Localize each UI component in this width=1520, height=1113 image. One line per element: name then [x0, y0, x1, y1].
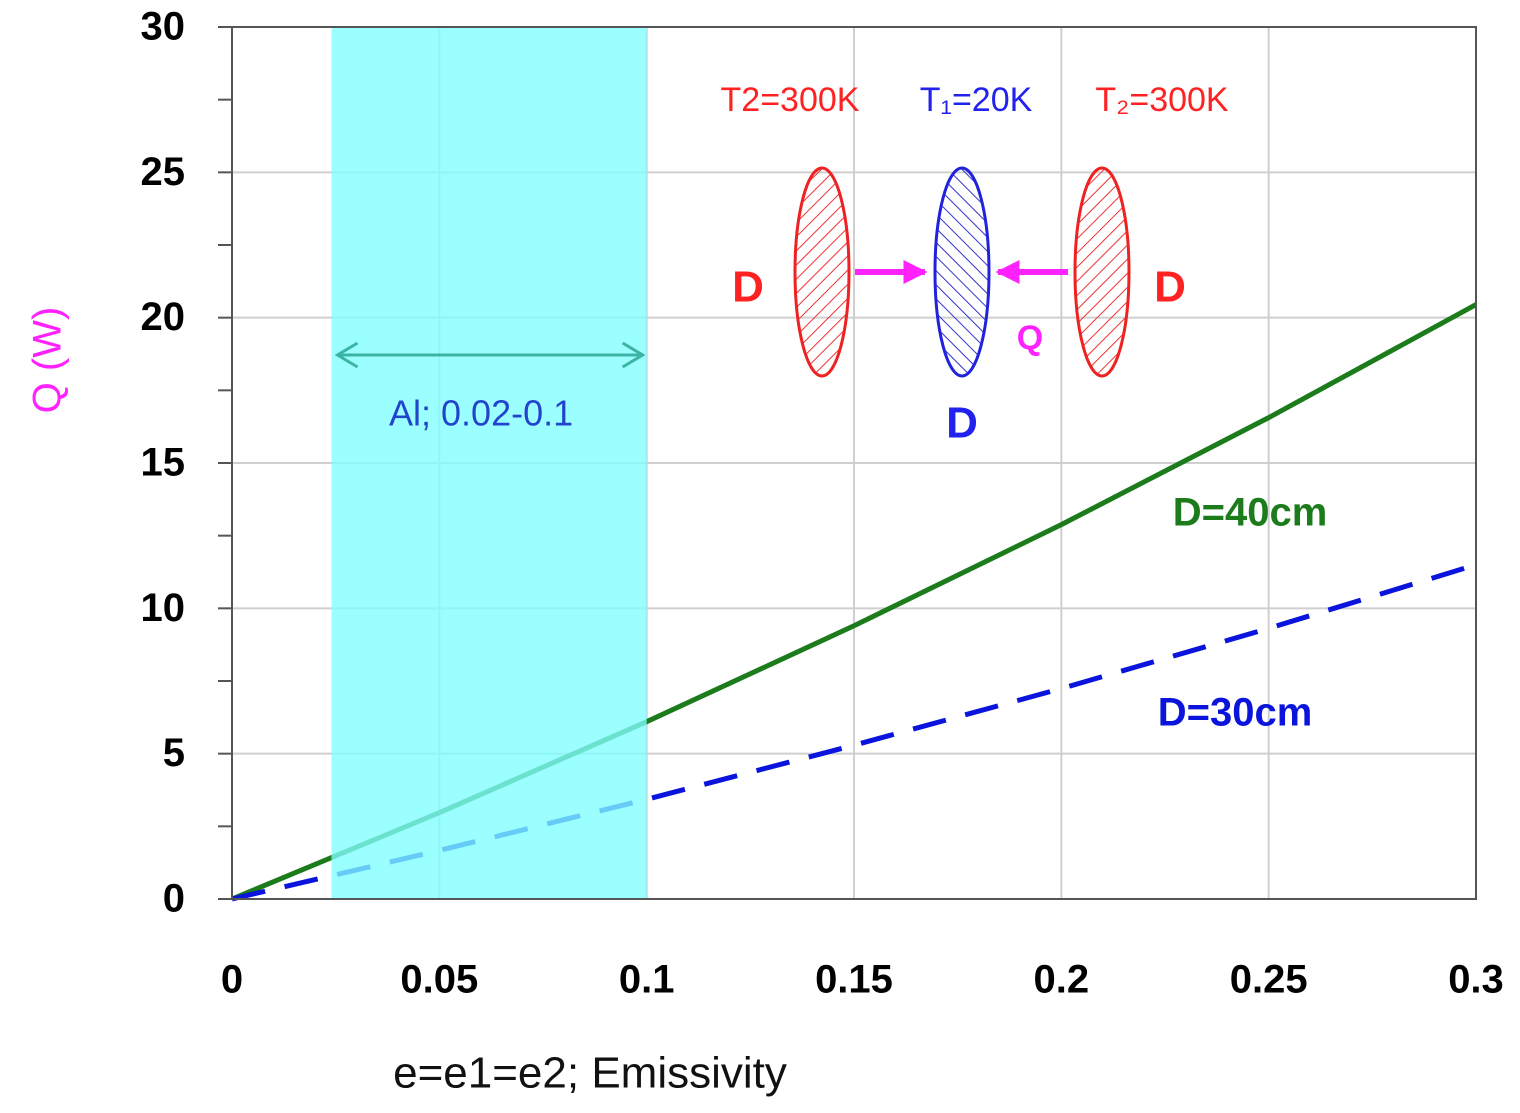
x-tick-label: 0.15	[815, 958, 893, 1002]
flow-label: Q	[1017, 319, 1043, 357]
y-tick-label: 20	[141, 295, 186, 339]
center-disk	[933, 166, 991, 378]
shade-group: Al; 0.02-0.1	[331, 27, 647, 899]
temp-label: T2=300K	[721, 81, 860, 119]
ticks: 0 5 10 15 20 25 30 0 0.05 0.1 0.15 0.2 0.25 0.3	[141, 5, 1504, 1002]
left-disk	[793, 166, 851, 378]
x-tick-label: 0.3	[1448, 958, 1504, 1002]
x-tick-label: 0.2	[1034, 958, 1090, 1002]
y-tick-label: 25	[141, 150, 186, 194]
series-label: D=30cm	[1158, 691, 1313, 735]
diameter-label: D	[1154, 263, 1186, 312]
shade-label: Al; 0.02-0.1	[389, 393, 573, 434]
y-tick-label: 0	[163, 877, 185, 921]
x-tick-label: 0.05	[400, 958, 478, 1002]
y-tick-label: 30	[141, 5, 186, 49]
diameter-label: D	[732, 263, 764, 312]
diameter-label: D	[946, 399, 978, 448]
diagram: T2=300K T₁=20K T₂=300K D D D Q	[721, 81, 1229, 448]
x-axis-label: e=e1=e2; Emissivity	[393, 1049, 787, 1098]
temp-label: T₂=300K	[1095, 81, 1229, 119]
y-tick-label: 10	[141, 586, 186, 630]
y-tick-label: 5	[163, 731, 185, 775]
y-axis-label: Q (W)	[26, 307, 70, 414]
y-tick-label: 15	[141, 441, 186, 485]
right-disk	[1073, 166, 1131, 378]
series-label: D=40cm	[1173, 491, 1328, 535]
x-tick-label: 0.25	[1230, 958, 1308, 1002]
shade-region	[331, 27, 647, 899]
x-tick-label: 0	[221, 958, 243, 1002]
x-tick-label: 0.1	[619, 958, 675, 1002]
temp-label: T₁=20K	[920, 81, 1033, 119]
range-arrow	[334, 341, 646, 369]
